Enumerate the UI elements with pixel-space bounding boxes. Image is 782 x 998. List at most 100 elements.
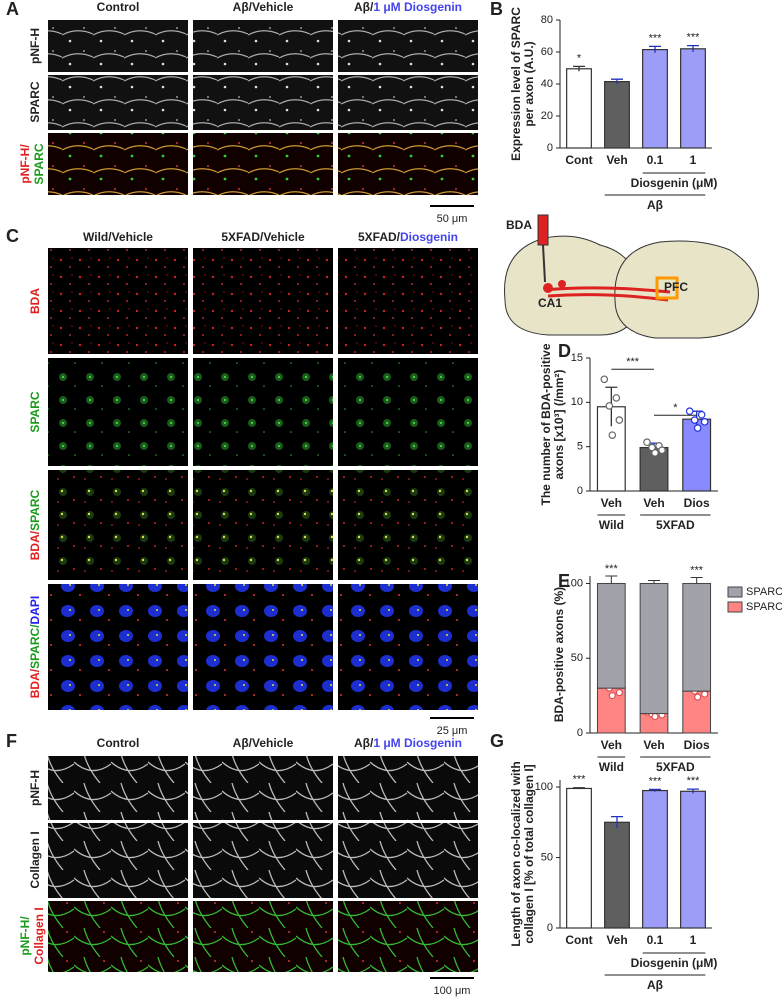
panel-label: B — [490, 0, 503, 19]
micrograph — [338, 133, 478, 195]
bar — [680, 790, 706, 929]
y-tick-label: 50 — [571, 652, 583, 664]
micrograph — [193, 248, 333, 354]
header-part: 1 μM Diosgenin — [373, 736, 462, 750]
legend-label: SPARC - — [746, 586, 782, 598]
legend-label: SPARC + — [746, 601, 782, 613]
data-point — [651, 712, 659, 721]
column-header: Control — [97, 736, 140, 750]
y-tick-label: 5 — [577, 441, 583, 453]
data-point — [643, 438, 651, 447]
micrograph — [338, 470, 478, 580]
micrograph — [48, 901, 188, 972]
brain-schematic — [504, 214, 759, 339]
bar-segment — [639, 582, 669, 715]
micrograph — [338, 20, 478, 72]
label-part: BDA/ — [28, 530, 42, 560]
y-axis-label: collagen I [% of total collagen I] — [522, 764, 536, 943]
row-label: pNF-H — [28, 28, 42, 64]
legend-swatch — [727, 601, 743, 613]
row-label: Collagen I — [28, 831, 42, 888]
x-tick-label: Dios — [684, 496, 710, 510]
scale-label: 50 μm — [437, 213, 468, 225]
micrograph — [48, 756, 188, 820]
y-tick-label: 40 — [541, 78, 553, 90]
panel-label: A — [6, 0, 19, 19]
bar — [566, 68, 592, 149]
error-bar — [690, 576, 703, 584]
significance: *** — [573, 774, 587, 786]
bar-segment — [682, 582, 712, 692]
y-axis-label: The number of BDA-positive — [539, 343, 553, 505]
error-bar — [573, 65, 585, 72]
bar-segment — [682, 690, 712, 734]
error-bar — [611, 815, 623, 828]
label-part: BDA — [28, 288, 42, 314]
x-tick-label: Veh — [643, 738, 664, 752]
error-bar — [687, 44, 699, 52]
panel-label: C — [6, 226, 19, 246]
y-tick-label: 15 — [571, 352, 583, 364]
micrograph — [193, 75, 333, 130]
column-header: Aβ/1 μM Diosgenin — [354, 736, 462, 750]
data-point — [700, 418, 709, 426]
x-tick-label: Cont — [565, 933, 592, 947]
y-tick-label: 100 — [565, 577, 583, 589]
micrograph — [193, 470, 333, 580]
micrograph — [338, 584, 478, 710]
data-point — [693, 424, 702, 432]
micrograph — [193, 584, 333, 710]
y-tick-label: 100 — [535, 781, 553, 793]
micrograph — [338, 75, 478, 130]
column-header: Aβ/Vehicle — [233, 736, 294, 750]
header-part: Diosgenin — [400, 230, 458, 244]
column-header: 5XFAD/Vehicle — [221, 230, 305, 244]
x-tick-label: 0.1 — [647, 153, 664, 167]
label-part: Collagen I — [28, 831, 42, 888]
x-tick-label: 0.1 — [647, 933, 664, 947]
x-tick-label: 1 — [690, 933, 697, 947]
micrograph — [193, 756, 333, 820]
data-point — [658, 446, 666, 455]
micrograph — [48, 248, 188, 354]
group-label: Wild — [599, 518, 624, 532]
row-label: pNF-H — [28, 770, 42, 806]
group-label: Diosgenin (μM) — [631, 956, 718, 970]
bar — [680, 48, 706, 149]
panel-label: F — [6, 731, 17, 751]
significance: *** — [649, 775, 663, 787]
legend-swatch — [727, 586, 743, 598]
row-label: BDA/SPARC — [28, 489, 42, 560]
micrograph — [193, 358, 333, 466]
y-tick-label: 0 — [547, 922, 553, 934]
data-point — [605, 402, 614, 410]
x-tick-label: Cont — [565, 153, 592, 167]
significance: * — [673, 402, 678, 414]
data-point — [690, 416, 699, 424]
column-header: Aβ/Vehicle — [233, 0, 294, 14]
significance: *** — [687, 32, 701, 44]
row-label: SPARC — [32, 143, 46, 184]
significance: * — [577, 52, 582, 64]
micrograph — [193, 133, 333, 195]
label-part: SPARC — [28, 489, 42, 530]
error-bar — [687, 788, 699, 794]
y-tick-label: 0 — [547, 142, 553, 154]
error-bar — [573, 787, 585, 790]
bar-segment — [596, 582, 626, 689]
group-label: Diosgenin (μM) — [631, 176, 718, 190]
bar — [604, 80, 630, 149]
y-axis-label: Expression level of SPARC — [509, 7, 523, 161]
label-part: pNF-H/ — [18, 916, 32, 956]
row-label: Collagen I — [32, 907, 46, 964]
error-bar — [648, 579, 660, 584]
row-label: SPARC — [28, 81, 42, 122]
significance: *** — [690, 564, 704, 576]
micrograph — [48, 584, 188, 710]
y-tick-label: 10 — [571, 396, 583, 408]
row-label: pNF-H/ — [18, 916, 32, 956]
y-tick-label: 20 — [541, 110, 553, 122]
micrograph — [48, 470, 188, 580]
row-label: BDA — [28, 288, 42, 314]
